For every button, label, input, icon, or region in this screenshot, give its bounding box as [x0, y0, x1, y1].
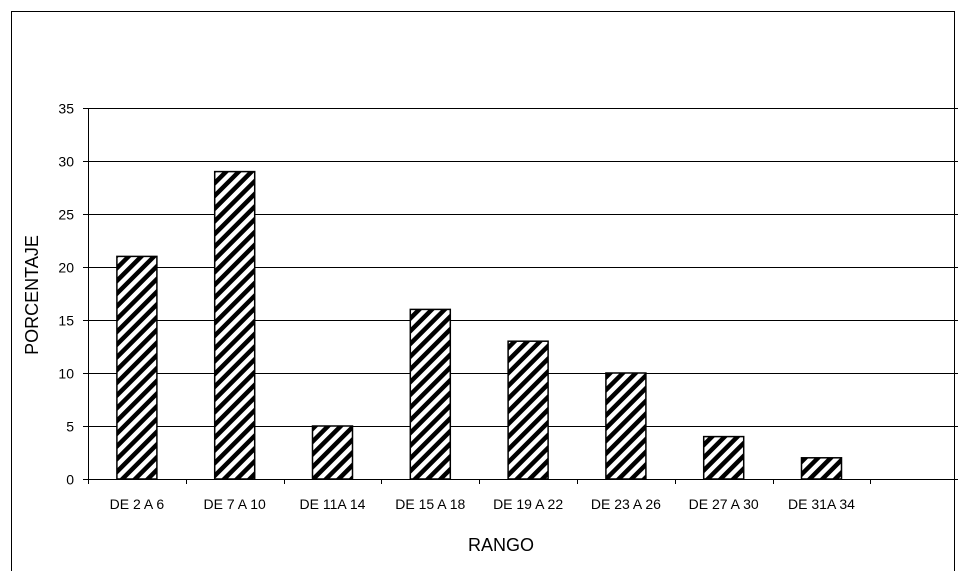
x-axis-label: RANGO — [468, 535, 534, 555]
bar — [213, 170, 256, 480]
x-tick-label: DE 19 A 22 — [493, 496, 563, 512]
y-tick-label: 5 — [66, 419, 74, 435]
y-axis-label: PORCENTAJE — [22, 235, 42, 355]
x-tick-label: DE 2 A 6 — [110, 496, 165, 512]
bar — [800, 457, 843, 480]
axes — [83, 108, 958, 484]
y-tick-label: 25 — [58, 207, 74, 223]
bar — [605, 372, 647, 480]
x-tick-label: DE 23 A 26 — [591, 496, 661, 512]
y-tick-label: 30 — [58, 154, 74, 170]
bar — [507, 340, 549, 480]
bar — [409, 308, 452, 480]
x-tick-label: DE 27 A 30 — [689, 496, 759, 512]
y-tick-label: 0 — [66, 472, 74, 488]
bar — [116, 255, 158, 480]
bar — [311, 425, 354, 480]
bars — [116, 170, 843, 480]
x-tick-label: DE 31A 34 — [788, 496, 855, 512]
x-tick-label: DE 11A 14 — [300, 496, 366, 512]
y-tick-label: 10 — [58, 366, 74, 382]
chart-frame — [11, 11, 955, 571]
y-tick-label: 20 — [58, 260, 74, 276]
x-tick-label: DE 7 A 10 — [204, 496, 266, 512]
y-tick-label: 35 — [58, 101, 74, 117]
x-tick-label: DE 15 A 18 — [395, 496, 465, 512]
y-tick-label: 15 — [58, 313, 74, 329]
y-tick-labels: 0 5 10 15 20 25 30 35 — [58, 101, 74, 488]
x-tick-labels: DE 2 A 6 DE 7 A 10 DE 11A 14 DE 15 A 18 DE 1… — [110, 496, 856, 512]
bar — [702, 435, 745, 480]
